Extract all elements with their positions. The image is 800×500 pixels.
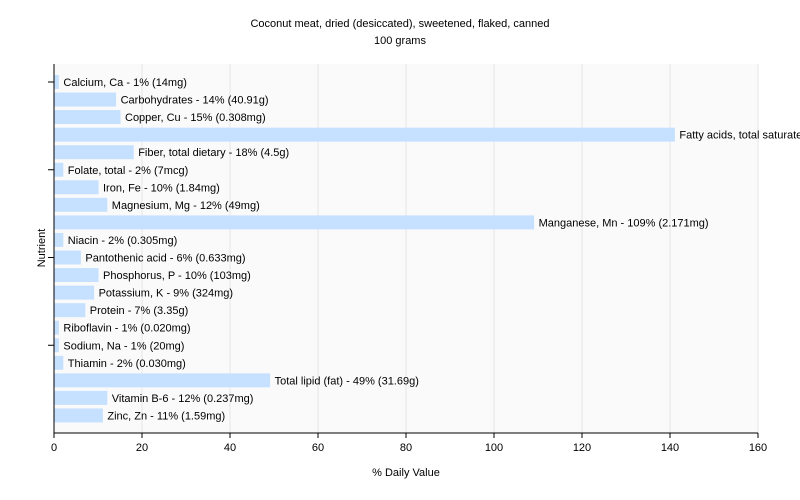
bar bbox=[54, 75, 59, 89]
bar bbox=[54, 338, 59, 353]
bar bbox=[54, 408, 103, 423]
bar-label: Magnesium, Mg - 12% (49mg) bbox=[112, 200, 260, 212]
bar bbox=[54, 303, 86, 318]
x-tick-label: 20 bbox=[136, 442, 148, 454]
x-tick-label: 80 bbox=[400, 442, 412, 454]
bar bbox=[54, 250, 81, 265]
x-tick-label: 60 bbox=[312, 442, 324, 454]
bar bbox=[54, 373, 271, 388]
bar bbox=[54, 145, 134, 160]
bar-label: Calcium, Ca - 1% (14mg) bbox=[63, 77, 186, 89]
bar-label: Thiamin - 2% (0.030mg) bbox=[68, 358, 186, 370]
bar-label: Fatty acids, total saturated - 141% (28.… bbox=[679, 130, 800, 142]
bar-label: Vitamin B-6 - 12% (0.237mg) bbox=[112, 393, 254, 405]
bar-label: Total lipid (fat) - 49% (31.69g) bbox=[275, 375, 419, 387]
axes-layer: 0 20 40 60 80 100 120 140 160 bbox=[48, 64, 767, 454]
grid-layer bbox=[54, 64, 759, 433]
x-tick-label: 40 bbox=[224, 442, 236, 454]
bar bbox=[54, 215, 535, 230]
bar bbox=[54, 127, 675, 142]
bar-label: Riboflavin - 1% (0.020mg) bbox=[63, 323, 190, 335]
bar-label: Niacin - 2% (0.305mg) bbox=[68, 235, 177, 247]
bar-label: Fiber, total dietary - 18% (4.5g) bbox=[138, 147, 289, 159]
bar bbox=[54, 268, 99, 283]
bar bbox=[54, 197, 108, 212]
bar bbox=[54, 320, 59, 335]
bar-label: Pantothenic acid - 6% (0.633mg) bbox=[85, 253, 245, 265]
bar-label: Folate, total - 2% (7mcg) bbox=[68, 165, 188, 177]
x-axis-label: % Daily Value bbox=[372, 467, 440, 479]
bar bbox=[54, 162, 64, 177]
y-axis-label: Nutrient bbox=[36, 229, 48, 268]
bar bbox=[54, 285, 95, 300]
chart-title: Coconut meat, dried (desiccated), sweete… bbox=[250, 18, 549, 30]
x-tick-label: 0 bbox=[51, 442, 57, 454]
bar bbox=[54, 355, 64, 370]
bars-layer: Calcium, Ca - 1% (14mg) Carbohydrates - 1… bbox=[54, 75, 800, 423]
bar-label: Potassium, K - 9% (324mg) bbox=[99, 288, 234, 300]
bar-label: Manganese, Mn - 109% (2.171mg) bbox=[539, 217, 709, 229]
x-tick-label: 120 bbox=[573, 442, 591, 454]
bar-label: Copper, Cu - 15% (0.308mg) bbox=[125, 112, 266, 124]
bar bbox=[54, 232, 64, 247]
bar-label: Sodium, Na - 1% (20mg) bbox=[63, 340, 184, 352]
bar-label: Iron, Fe - 10% (1.84mg) bbox=[103, 182, 220, 194]
bar bbox=[54, 390, 108, 405]
chart-subtitle: 100 grams bbox=[374, 35, 426, 47]
bar bbox=[54, 180, 99, 195]
bar-label: Protein - 7% (3.35g) bbox=[90, 305, 188, 317]
bar bbox=[54, 110, 121, 125]
bar-label: Carbohydrates - 14% (40.91g) bbox=[121, 95, 269, 107]
bar bbox=[54, 92, 117, 107]
bar-label: Zinc, Zn - 11% (1.59mg) bbox=[107, 410, 225, 422]
x-tick-label: 160 bbox=[749, 442, 767, 454]
x-tick-label: 100 bbox=[485, 442, 503, 454]
x-tick-label: 140 bbox=[661, 442, 679, 454]
bar-label: Phosphorus, P - 10% (103mg) bbox=[103, 270, 251, 282]
